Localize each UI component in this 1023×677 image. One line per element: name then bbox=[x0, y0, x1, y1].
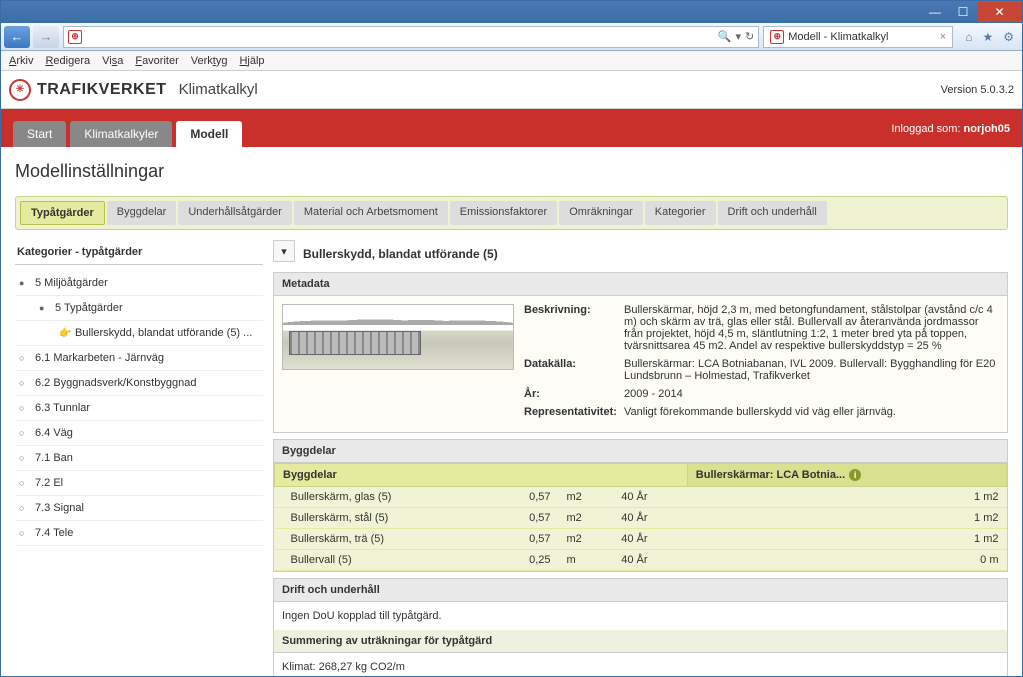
chevron-down-icon: ● bbox=[19, 278, 29, 288]
table-row[interactable]: Bullerskärm, stål (5)0,57m240 År1 m2 bbox=[275, 508, 1007, 529]
app-title: Klimatkalkyl bbox=[179, 81, 258, 98]
subtab-material[interactable]: Material och Arbetsmoment bbox=[294, 201, 448, 225]
chevron-right-icon: ○ bbox=[19, 428, 29, 438]
ar-value: 2009 - 2014 bbox=[624, 388, 999, 400]
byggdelar-table: Byggdelar Bullerskärmar: LCA Botnia...i … bbox=[274, 463, 1007, 571]
page-title: Modellinställningar bbox=[15, 161, 1008, 182]
table-row[interactable]: Bullerskärm, trä (5)0,57m240 År1 m2 bbox=[275, 529, 1007, 550]
table-row[interactable]: Bullervall (5)0,25m40 År0 m bbox=[275, 550, 1007, 571]
beskrivning-label: Beskrivning: bbox=[524, 304, 624, 352]
tab-start[interactable]: Start bbox=[13, 121, 66, 147]
drift-text: Ingen DoU kopplad till typåtgärd. bbox=[274, 602, 1007, 630]
datakalla-value: Bullerskärmar: LCA Botniabanan, IVL 2009… bbox=[624, 358, 999, 382]
version-label: Version 5.0.3.2 bbox=[941, 84, 1014, 96]
browser-menubar: Arkiv Redigera Visa Favoriter Verktyg Hj… bbox=[1, 51, 1022, 71]
tree-item[interactable]: ○6.2 Byggnadsverk/Konstbyggnad bbox=[15, 371, 263, 396]
close-icon[interactable]: ✕ bbox=[977, 2, 1022, 22]
tree-item[interactable]: ○7.2 El bbox=[15, 471, 263, 496]
subtab-omrak[interactable]: Omräkningar bbox=[559, 201, 643, 225]
chevron-right-icon: ○ bbox=[19, 503, 29, 513]
sidebar-header: Kategorier - typåtgärder bbox=[15, 240, 263, 265]
tree-item[interactable]: ○7.3 Signal bbox=[15, 496, 263, 521]
subtab-drift[interactable]: Drift och underhåll bbox=[718, 201, 827, 225]
chevron-down-icon: ● bbox=[39, 303, 49, 313]
menu-favoriter[interactable]: Favoriter bbox=[135, 55, 178, 67]
tree-item[interactable]: ○7.4 Tele bbox=[15, 521, 263, 546]
minimize-icon[interactable]: — bbox=[921, 2, 949, 22]
address-bar[interactable]: ⊕ 🔍 ▾ ↻ bbox=[63, 26, 759, 48]
ar-label: År: bbox=[524, 388, 624, 400]
chevron-right-icon: ○ bbox=[19, 403, 29, 413]
bygg-col2: Bullerskärmar: LCA Botnia...i bbox=[687, 464, 1006, 487]
byggdelar-header: Byggdelar bbox=[274, 440, 1007, 463]
favorites-icon[interactable]: ★ bbox=[982, 30, 993, 44]
beskrivning-value: Bullerskärmar, höjd 2,3 m, med betongfun… bbox=[624, 304, 999, 352]
refresh-icon[interactable]: ↻ bbox=[745, 30, 754, 43]
chevron-right-icon: ○ bbox=[19, 528, 29, 538]
leaf-icon: 👉 bbox=[59, 328, 69, 339]
main-title: Bullerskydd, blandat utförande (5) bbox=[303, 247, 498, 261]
browser-tab-title: Modell - Klimatkalkyl bbox=[788, 31, 888, 43]
browser-navbar: ← → ⊕ 🔍 ▾ ↻ ⊕ Modell - Klimatkalkyl × ⌂ … bbox=[1, 23, 1022, 51]
tree-item[interactable]: ○6.4 Väg bbox=[15, 421, 263, 446]
drift-header: Drift och underhåll bbox=[274, 579, 1007, 602]
search-icon[interactable]: 🔍 bbox=[718, 30, 732, 43]
subtab-underhall[interactable]: Underhållsåtgärder bbox=[178, 201, 292, 225]
subtab-byggdelar[interactable]: Byggdelar bbox=[107, 201, 177, 225]
klimat-value: Klimat: 268,27 kg CO2/m bbox=[282, 661, 999, 673]
tab-modell[interactable]: Modell bbox=[176, 121, 242, 147]
chevron-right-icon: ○ bbox=[19, 453, 29, 463]
maximize-icon[interactable]: ☐ bbox=[949, 2, 977, 22]
menu-hjalp[interactable]: Hjälp bbox=[239, 55, 264, 67]
tree-item[interactable]: ○6.1 Markarbeten - Järnväg bbox=[15, 346, 263, 371]
app-tab-bar: Start Klimatkalkyler Modell Inloggad som… bbox=[1, 109, 1022, 147]
rep-label: Representativitet: bbox=[524, 406, 624, 418]
tab-klimatkalkyler[interactable]: Klimatkalkyler bbox=[70, 121, 172, 147]
chevron-right-icon: ○ bbox=[19, 353, 29, 363]
info-icon[interactable]: i bbox=[849, 469, 861, 481]
site-icon: ⊕ bbox=[68, 30, 82, 44]
menu-arkiv[interactable]: Arkiv bbox=[9, 55, 33, 67]
sub-tabs: Typåtgärder Byggdelar Underhållsåtgärder… bbox=[20, 201, 1003, 225]
subtab-kategorier[interactable]: Kategorier bbox=[645, 201, 716, 225]
nav-back-button[interactable]: ← bbox=[4, 26, 30, 48]
logo-icon: ✳ bbox=[9, 79, 31, 101]
login-info: Inloggad som: norjoh05 bbox=[891, 123, 1010, 135]
summering-header: Summering av uträkningar för typåtgärd bbox=[274, 630, 1007, 653]
tree-item-selected[interactable]: 👉Bullerskydd, blandat utförande (5) ... bbox=[15, 321, 263, 346]
tree-item[interactable]: ○6.3 Tunnlar bbox=[15, 396, 263, 421]
chevron-right-icon: ○ bbox=[19, 378, 29, 388]
brand-name: TRAFIKVERKET bbox=[37, 81, 167, 99]
subtab-typatgarder[interactable]: Typåtgärder bbox=[20, 201, 105, 225]
window-titlebar: — ☐ ✕ bbox=[1, 1, 1022, 23]
nav-forward-button[interactable]: → bbox=[33, 26, 59, 48]
tab-close-icon[interactable]: × bbox=[940, 31, 946, 43]
table-row[interactable]: Bullerskärm, glas (5)0,57m240 År1 m2 bbox=[275, 487, 1007, 508]
app-header: ✳ TRAFIKVERKET Klimatkalkyl Version 5.0.… bbox=[1, 71, 1022, 109]
tab-favicon-icon: ⊕ bbox=[770, 30, 784, 44]
bygg-col1: Byggdelar bbox=[275, 464, 688, 487]
tools-icon[interactable]: ⚙ bbox=[1003, 30, 1014, 44]
tree-item[interactable]: ●5 Typåtgärder bbox=[15, 296, 263, 321]
subtab-emission[interactable]: Emissionsfaktorer bbox=[450, 201, 557, 225]
tree-item[interactable]: ○7.1 Ban bbox=[15, 446, 263, 471]
rep-value: Vanligt förekommande bullerskydd vid väg… bbox=[624, 406, 999, 418]
collapse-button[interactable]: ▾ bbox=[273, 240, 295, 262]
menu-visa[interactable]: Visa bbox=[102, 55, 123, 67]
menu-redigera[interactable]: Redigera bbox=[45, 55, 90, 67]
home-icon[interactable]: ⌂ bbox=[965, 30, 972, 44]
datakalla-label: Datakälla: bbox=[524, 358, 624, 382]
metadata-image bbox=[282, 304, 514, 370]
tree-item[interactable]: ●5 Miljöåtgärder bbox=[15, 271, 263, 296]
metadata-header: Metadata bbox=[274, 273, 1007, 296]
chevron-right-icon: ○ bbox=[19, 478, 29, 488]
menu-verktyg[interactable]: Verktyg bbox=[191, 55, 228, 67]
browser-tab[interactable]: ⊕ Modell - Klimatkalkyl × bbox=[763, 26, 953, 48]
